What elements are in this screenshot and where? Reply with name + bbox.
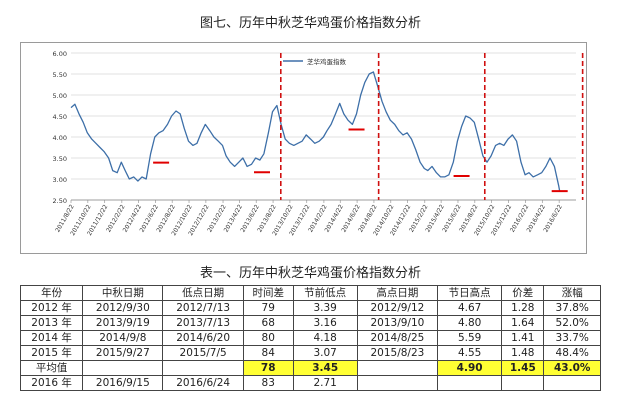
analysis-table: 年份 中秋日期 低点日期 时间差 节前低点 高点日期 节日高点 价差 涨幅 20… (19, 285, 601, 391)
header-high-date: 高点日期 (356, 285, 439, 301)
y-tick-label: 3.00 (53, 176, 67, 184)
table-cell: 2012 年 (19, 300, 84, 316)
header-time-diff: 时间差 (242, 285, 294, 301)
table-cell: 4.80 (437, 315, 503, 331)
table-cell: 2.71 (292, 375, 358, 391)
table-row: 2016 年 2016/9/15 2016/6/24 83 2.71 (19, 375, 601, 391)
table-title: 表一、历年中秋芝华鸡蛋价格指数分析 (199, 266, 421, 281)
table-cell: 2014 年 (19, 330, 84, 346)
table-cell: 4.67 (437, 300, 503, 316)
table-cell: 2016/6/24 (162, 375, 244, 391)
figure-title: 图七、历年中秋芝华鸡蛋价格指数分析 (199, 16, 421, 31)
table-cell: 78 (242, 360, 294, 376)
table-row: 2012 年 2012/9/30 2012/7/13 79 3.39 2012/9/12 4… (19, 300, 601, 316)
header-price-diff: 价差 (501, 285, 545, 301)
table-cell: 2013/7/13 (162, 315, 244, 331)
table-cell (356, 360, 439, 376)
table-cell: 1.41 (501, 330, 545, 346)
table-cell (162, 360, 244, 376)
table-cell (501, 375, 545, 391)
series-line (70, 71, 561, 192)
y-tick-label: 5.50 (53, 71, 67, 79)
table-row-average: 平均值 78 3.45 4.90 1.45 43.0% (19, 360, 601, 376)
table-cell: 2014/8/25 (356, 330, 439, 346)
chart-container: 6.00 5.50 5.00 4.50 4.00 3.50 3.00 2.50 2011/8/2… (20, 42, 587, 254)
table-cell: 1.64 (501, 315, 545, 331)
table-cell: 1.45 (501, 360, 545, 376)
table-cell: 68 (242, 315, 294, 331)
header-festival-high: 节日高点 (437, 285, 503, 301)
table-cell: 52.0% (543, 315, 601, 331)
line-chart: 6.005.505.004.504.003.503.002.502011/8/2… (53, 50, 584, 237)
table-cell: 80 (242, 330, 294, 346)
table-header-row: 年份 中秋日期 低点日期 时间差 节前低点 高点日期 节日高点 价差 涨幅 (19, 285, 601, 301)
table-cell: 48.4% (543, 345, 601, 361)
y-tick-label: 4.50 (53, 113, 67, 121)
table-cell (437, 375, 503, 391)
table-cell: 1.48 (501, 345, 545, 361)
table-cell: 2012/7/13 (162, 300, 244, 316)
table-cell: 3.39 (292, 300, 358, 316)
table-cell (82, 360, 164, 376)
table-cell: 2015/9/27 (82, 345, 164, 361)
table-cell: 2012/9/12 (356, 300, 439, 316)
table-cell: 2015/8/23 (356, 345, 439, 361)
table-row: 2013 年 2013/9/19 2013/7/13 68 3.16 2013/9/10 4… (19, 315, 601, 331)
table-cell: 3.45 (292, 360, 358, 376)
legend-label: 芝华鸡蛋指数 (307, 57, 347, 66)
header-mid-autumn-date: 中秋日期 (82, 285, 164, 301)
table-cell: 3.07 (292, 345, 358, 361)
table-cell: 43.0% (543, 360, 601, 376)
table-cell: 1.28 (501, 300, 545, 316)
table-row: 2014 年 2014/9/8 2014/6/20 80 4.18 2014/8/25 5.… (19, 330, 601, 346)
header-pre-festival-low: 节前低点 (292, 285, 358, 301)
y-tick-label: 4.00 (53, 134, 67, 142)
table-cell: 3.16 (292, 315, 358, 331)
table-cell (543, 375, 601, 391)
table-cell: 33.7% (543, 330, 601, 346)
y-tick-label: 6.00 (53, 50, 67, 58)
table-cell: 2012/9/30 (82, 300, 164, 316)
table-row: 2015 年 2015/9/27 2015/7/5 84 3.07 2015/8/23 4.… (19, 345, 601, 361)
header-increase: 涨幅 (543, 285, 601, 301)
table-cell: 2014/9/8 (82, 330, 164, 346)
table-cell: 4.90 (437, 360, 503, 376)
table-cell: 2016 年 (19, 375, 84, 391)
table-cell: 84 (242, 345, 294, 361)
table-cell: 2013/9/10 (356, 315, 439, 331)
table-cell (356, 375, 439, 391)
table-cell: 2013/9/19 (82, 315, 164, 331)
table-cell: 4.18 (292, 330, 358, 346)
table-cell: 2014/6/20 (162, 330, 244, 346)
y-tick-label: 2.50 (53, 197, 67, 205)
y-tick-label: 5.00 (53, 92, 67, 100)
header-year: 年份 (19, 285, 84, 301)
table-cell: 5.59 (437, 330, 503, 346)
table-cell: 2015 年 (19, 345, 84, 361)
table-cell: 79 (242, 300, 294, 316)
table-cell: 2016/9/15 (82, 375, 164, 391)
y-tick-label: 3.50 (53, 155, 67, 163)
table-cell: 2013 年 (19, 315, 84, 331)
table-cell: 平均值 (19, 360, 84, 376)
table-cell: 37.8% (543, 300, 601, 316)
table-cell: 83 (242, 375, 294, 391)
table-cell: 4.55 (437, 345, 503, 361)
header-low-date: 低点日期 (162, 285, 244, 301)
table-cell: 2015/7/5 (162, 345, 244, 361)
